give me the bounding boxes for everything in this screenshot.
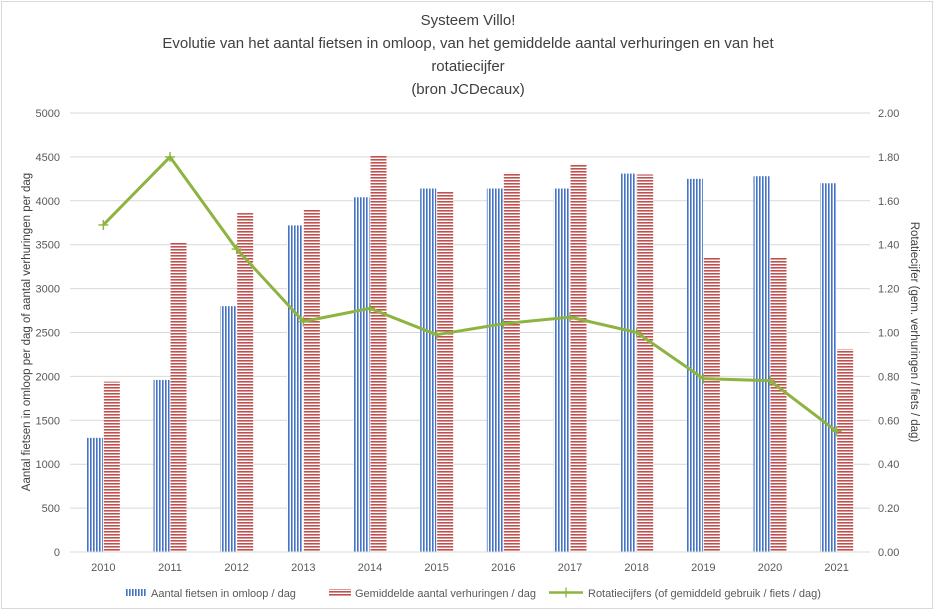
y-tick-label: 500 [42,503,60,515]
y2-tick-label: 0.40 [878,459,899,471]
legend-label-rotatie: Rotatiecijfers (of gemiddeld gebruik / f… [588,588,821,600]
y-axis-ticks: 0 500 1000 1500 2000 2500 3000 3500 4000 4500 5000 [36,108,60,559]
chart-title-line-1: Systeem Villo! [421,12,516,29]
rotatie-point [165,151,175,162]
rotatie-line [102,155,838,433]
rotatie-point [298,316,309,327]
bar-verhuringen [770,256,787,552]
y-tick-label: 0 [54,547,60,559]
rotatie-point [231,244,242,255]
y-tick-label: 2000 [36,371,60,383]
bar-fietsen [686,178,703,552]
y2-tick-label: 0.00 [878,547,899,559]
rotatie-point [565,312,575,323]
y-tick-label: 3000 [36,284,60,296]
bar-fietsen [286,225,303,552]
x-tick-label: 2010 [91,562,115,574]
chart-title: Systeem Villo! Evolutie van het aantal f… [162,12,774,98]
legend-label-verhuringen: Gemiddelde aantal verhuringen / dag [355,588,536,600]
rotatie-point [98,219,109,230]
bar-verhuringen [303,209,320,552]
x-tick-label: 2019 [691,562,715,574]
bar-fietsen [620,173,637,552]
bar-fietsen [753,176,770,552]
y2-tick-label: 1.60 [878,196,899,208]
x-axis-ticks: 2010 2011 2012 2013 2014 2015 2016 2017 2018 2019… [91,562,849,574]
x-tick-label: 2021 [824,562,848,574]
y2-tick-label: 0.20 [878,503,899,515]
y2-tick-label: 0.60 [878,415,899,427]
bar-fietsen [486,188,503,552]
y-tick-label: 3500 [36,240,60,252]
gridlines [70,112,870,509]
bar-verhuringen [170,242,187,553]
y2-tick-label: 0.80 [878,371,899,383]
y-tick-label: 1500 [36,415,60,427]
y-tick-label: 5000 [36,108,60,120]
rotatie-point [431,329,442,340]
legend-swatch-fietsen [125,589,147,596]
x-tick-label: 2013 [291,562,315,574]
chart-title-line-4: (bron JCDecaux) [411,81,524,98]
bar-fietsen [153,379,170,552]
bar-fietsen [420,188,437,552]
x-tick-label: 2011 [158,562,182,574]
chart-title-line-3: rotatiecijfer [431,58,504,75]
bar-verhuringen [370,156,387,552]
y2-axis-title: Rotatiecijfer (gem. verhuringen / fiets … [908,222,920,443]
bar-fietsen [553,188,570,552]
line-series [98,151,842,437]
x-tick-label: 2016 [491,562,515,574]
bar-verhuringen [637,174,654,552]
x-tick-label: 2015 [424,562,448,574]
y2-tick-label: 1.40 [878,240,899,252]
chart-title-line-2: Evolutie van het aantal fietsen in omloo… [162,35,774,52]
y-tick-label: 4500 [36,152,60,164]
rotatie-point [698,373,709,384]
x-tick-label: 2018 [624,562,648,574]
y2-tick-label: 1.00 [878,328,899,340]
y2-tick-label: 2.00 [878,108,899,120]
rotatie-point [498,318,509,329]
bar-fietsen [820,183,837,553]
legend-swatch-verhuringen [329,589,351,596]
rotatie-point [365,303,375,314]
bar-verhuringen [837,349,854,552]
legend-label-fietsen: Aantal fietsen in omloop / dag [151,588,296,600]
bar-verhuringen [703,256,720,552]
y2-tick-label: 1.80 [878,152,899,164]
rotatie-point [631,327,642,338]
rotatie-point [831,426,842,437]
y-axis-title: Aantal fietsen in omloop per dag of aant… [21,173,33,491]
legend: Aantal fietsen in omloop / dag Gemiddeld… [125,587,821,600]
x-tick-label: 2017 [558,562,582,574]
bar-fietsen [220,306,237,552]
y-tick-label: 2500 [36,328,60,340]
x-tick-label: 2020 [758,562,782,574]
bar-series [86,156,854,553]
bar-fietsen [353,197,370,552]
bar-verhuringen [437,192,454,552]
x-tick-label: 2012 [224,562,248,574]
y-tick-label: 1000 [36,459,60,471]
bar-verhuringen [237,213,254,553]
x-tick-label: 2014 [358,562,382,574]
bar-verhuringen [570,163,587,552]
rotatie-point [765,375,775,386]
bar-verhuringen [503,172,520,553]
y2-axis-ticks: 0.00 0.20 0.40 0.60 0.80 1.00 1.20 1.40 1.60 1.80… [878,108,899,559]
bar-fietsen [86,437,103,552]
bar-verhuringen [103,381,120,552]
legend-marker-rotatie [561,587,571,598]
y2-tick-label: 1.20 [878,284,899,296]
y-tick-label: 4000 [36,196,60,208]
